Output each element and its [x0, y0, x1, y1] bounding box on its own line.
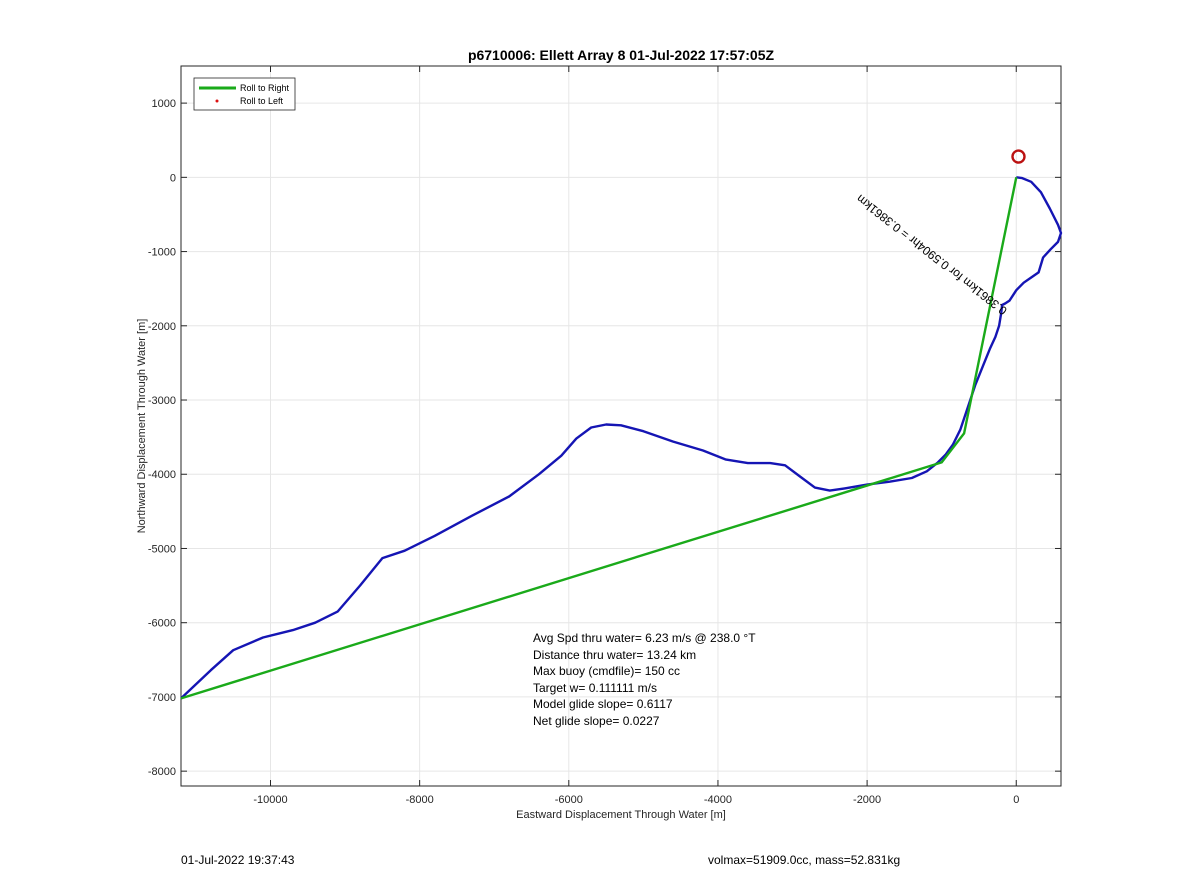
y-tick-label: -1000	[148, 247, 176, 259]
y-tick-label: -7000	[148, 692, 176, 704]
stats-max-buoy: Max buoy (cmdfile)= 150 cc	[533, 664, 680, 678]
y-tick-label: -8000	[148, 766, 176, 778]
y-tick-label: -2000	[148, 321, 176, 333]
x-axis-label: Eastward Displacement Through Water [m]	[516, 809, 726, 821]
stats-model-glide: Model glide slope= 0.6117	[533, 697, 673, 711]
y-tick-label: -6000	[148, 618, 176, 630]
y-axis-label: Northward Displacement Through Water [m]	[136, 319, 148, 534]
stats-avg-speed: Avg Spd thru water= 6.23 m/s @ 238.0 °T	[533, 631, 756, 645]
y-tick-label: 1000	[152, 98, 176, 110]
footer-volmax-mass: volmax=51909.0cc, mass=52.831kg	[708, 853, 901, 867]
stats-net-glide: Net glide slope= 0.0227	[533, 714, 660, 728]
y-tick-label: -4000	[148, 469, 176, 481]
target-marker	[1011, 149, 1026, 164]
y-tick-label: -3000	[148, 395, 176, 407]
y-tick-label: 0	[170, 172, 176, 184]
stats-distance: Distance thru water= 13.24 km	[533, 648, 696, 662]
x-tick-label: -8000	[406, 794, 434, 806]
legend: Roll to Right Roll to Left	[193, 77, 296, 111]
legend-label-roll-right: Roll to Right	[240, 83, 290, 93]
legend-box	[193, 77, 296, 111]
x-tick-label: -4000	[704, 794, 732, 806]
series-line-roll-right	[180, 177, 1018, 700]
stats-target-w: Target w= 0.111111 m/s	[533, 681, 657, 695]
stats-annotation: Avg Spd thru water= 6.23 m/s @ 238.0 °T …	[533, 631, 756, 728]
axis-ticks: -10000 -8000 -6000 -4000 -2000 0 1000 0 -1000 -20…	[148, 66, 1061, 806]
footer-timestamp: 01-Jul-2022 19:37:43	[181, 853, 295, 867]
legend-swatch-roll-left	[215, 99, 219, 103]
x-tick-label: 0	[1013, 794, 1019, 806]
chart-title: p6710006: Ellett Array 8 01-Jul-2022 17:…	[468, 47, 775, 63]
grid	[181, 66, 1061, 786]
x-tick-label: -10000	[253, 794, 287, 806]
legend-label-roll-left: Roll to Left	[240, 96, 284, 106]
series-layer: 0.3861km for 0.5904hr = 0.3861km	[180, 149, 1063, 700]
y-tick-label: -5000	[148, 543, 176, 555]
rotated-annotation: 0.3861km for 0.5904hr = 0.3861km	[854, 192, 1010, 318]
x-tick-label: -2000	[853, 794, 881, 806]
x-tick-label: -6000	[555, 794, 583, 806]
plot-area	[180, 65, 1062, 787]
